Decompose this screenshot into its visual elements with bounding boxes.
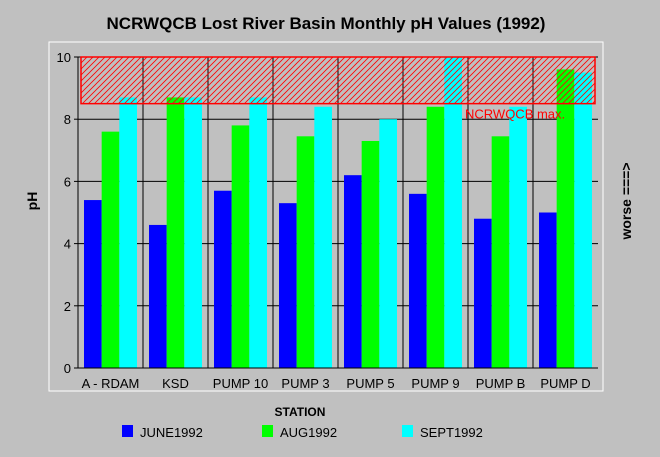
chart-title: NCRWQCB Lost River Basin Monthly pH Valu… [107, 14, 546, 33]
reference-band-label: NCRWQCB max. [465, 107, 565, 122]
bar [279, 203, 297, 368]
bar [509, 106, 527, 368]
legend: JUNE1992 AUG1992 SEPT1992 [122, 425, 483, 440]
bar [249, 97, 267, 369]
y-axis-label: pH [24, 192, 40, 211]
legend-label: JUNE1992 [140, 425, 203, 440]
bar [556, 69, 575, 368]
bar [344, 175, 362, 368]
bar [119, 97, 137, 369]
bar [444, 57, 462, 368]
y-tick-label: 8 [64, 112, 71, 127]
y-tick-label: 6 [64, 174, 71, 189]
bar [149, 224, 167, 368]
bar [409, 193, 427, 368]
bar [84, 200, 102, 368]
x-tick-label: KSD [162, 376, 189, 391]
legend-swatch [262, 425, 273, 437]
bar [539, 212, 557, 368]
plot-frame [48, 41, 604, 392]
bar [426, 106, 445, 368]
x-tick-label: PUMP D [540, 376, 590, 391]
reference-band [80, 56, 596, 105]
bar [296, 136, 315, 368]
x-tick-label: PUMP 9 [411, 376, 459, 391]
legend-label: SEPT1992 [420, 425, 483, 440]
bar [314, 106, 332, 368]
y-tick-label: 10 [57, 50, 71, 65]
x-tick-label: PUMP 3 [281, 376, 329, 391]
legend-swatch [402, 425, 413, 437]
bar [361, 140, 380, 368]
bar [491, 136, 510, 368]
x-axis-label: STATION [275, 405, 326, 419]
x-tick-label: PUMP 10 [213, 376, 268, 391]
x-tick-label: PUMP B [476, 376, 526, 391]
y-tick-label: 0 [64, 361, 71, 376]
bar [214, 190, 232, 368]
x-tick-label: A - RDAM [82, 376, 140, 391]
bar [166, 97, 185, 369]
bar [474, 218, 492, 368]
y-tick-label: 2 [64, 299, 71, 314]
x-tick-label: PUMP 5 [346, 376, 394, 391]
legend-swatch [122, 425, 133, 437]
bar [101, 131, 120, 368]
bar [379, 119, 397, 368]
y-tick-label: 4 [64, 237, 71, 252]
plot-area: 0 2 4 6 8 10 A - RDAM KSD PUMP 10 PUMP 3 PUMP 5 PUM… [57, 50, 598, 391]
bar [231, 125, 250, 368]
bar [574, 72, 592, 369]
right-axis-label: worse ===> [618, 162, 634, 240]
bar [184, 97, 202, 369]
legend-label: AUG1992 [280, 425, 337, 440]
